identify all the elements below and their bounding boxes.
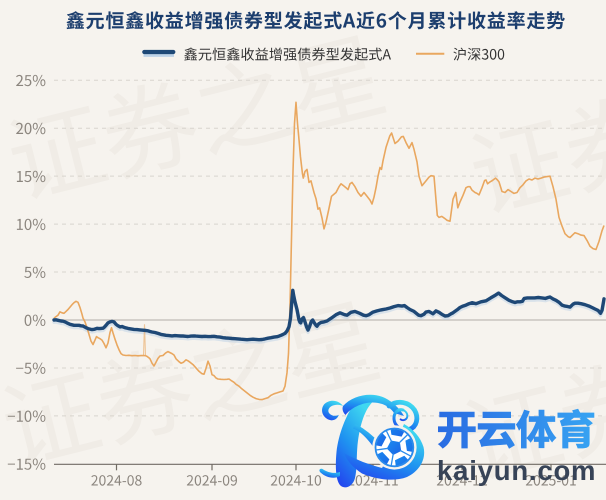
- svg-text:kaiyun.com: kaiyun.com: [437, 455, 596, 486]
